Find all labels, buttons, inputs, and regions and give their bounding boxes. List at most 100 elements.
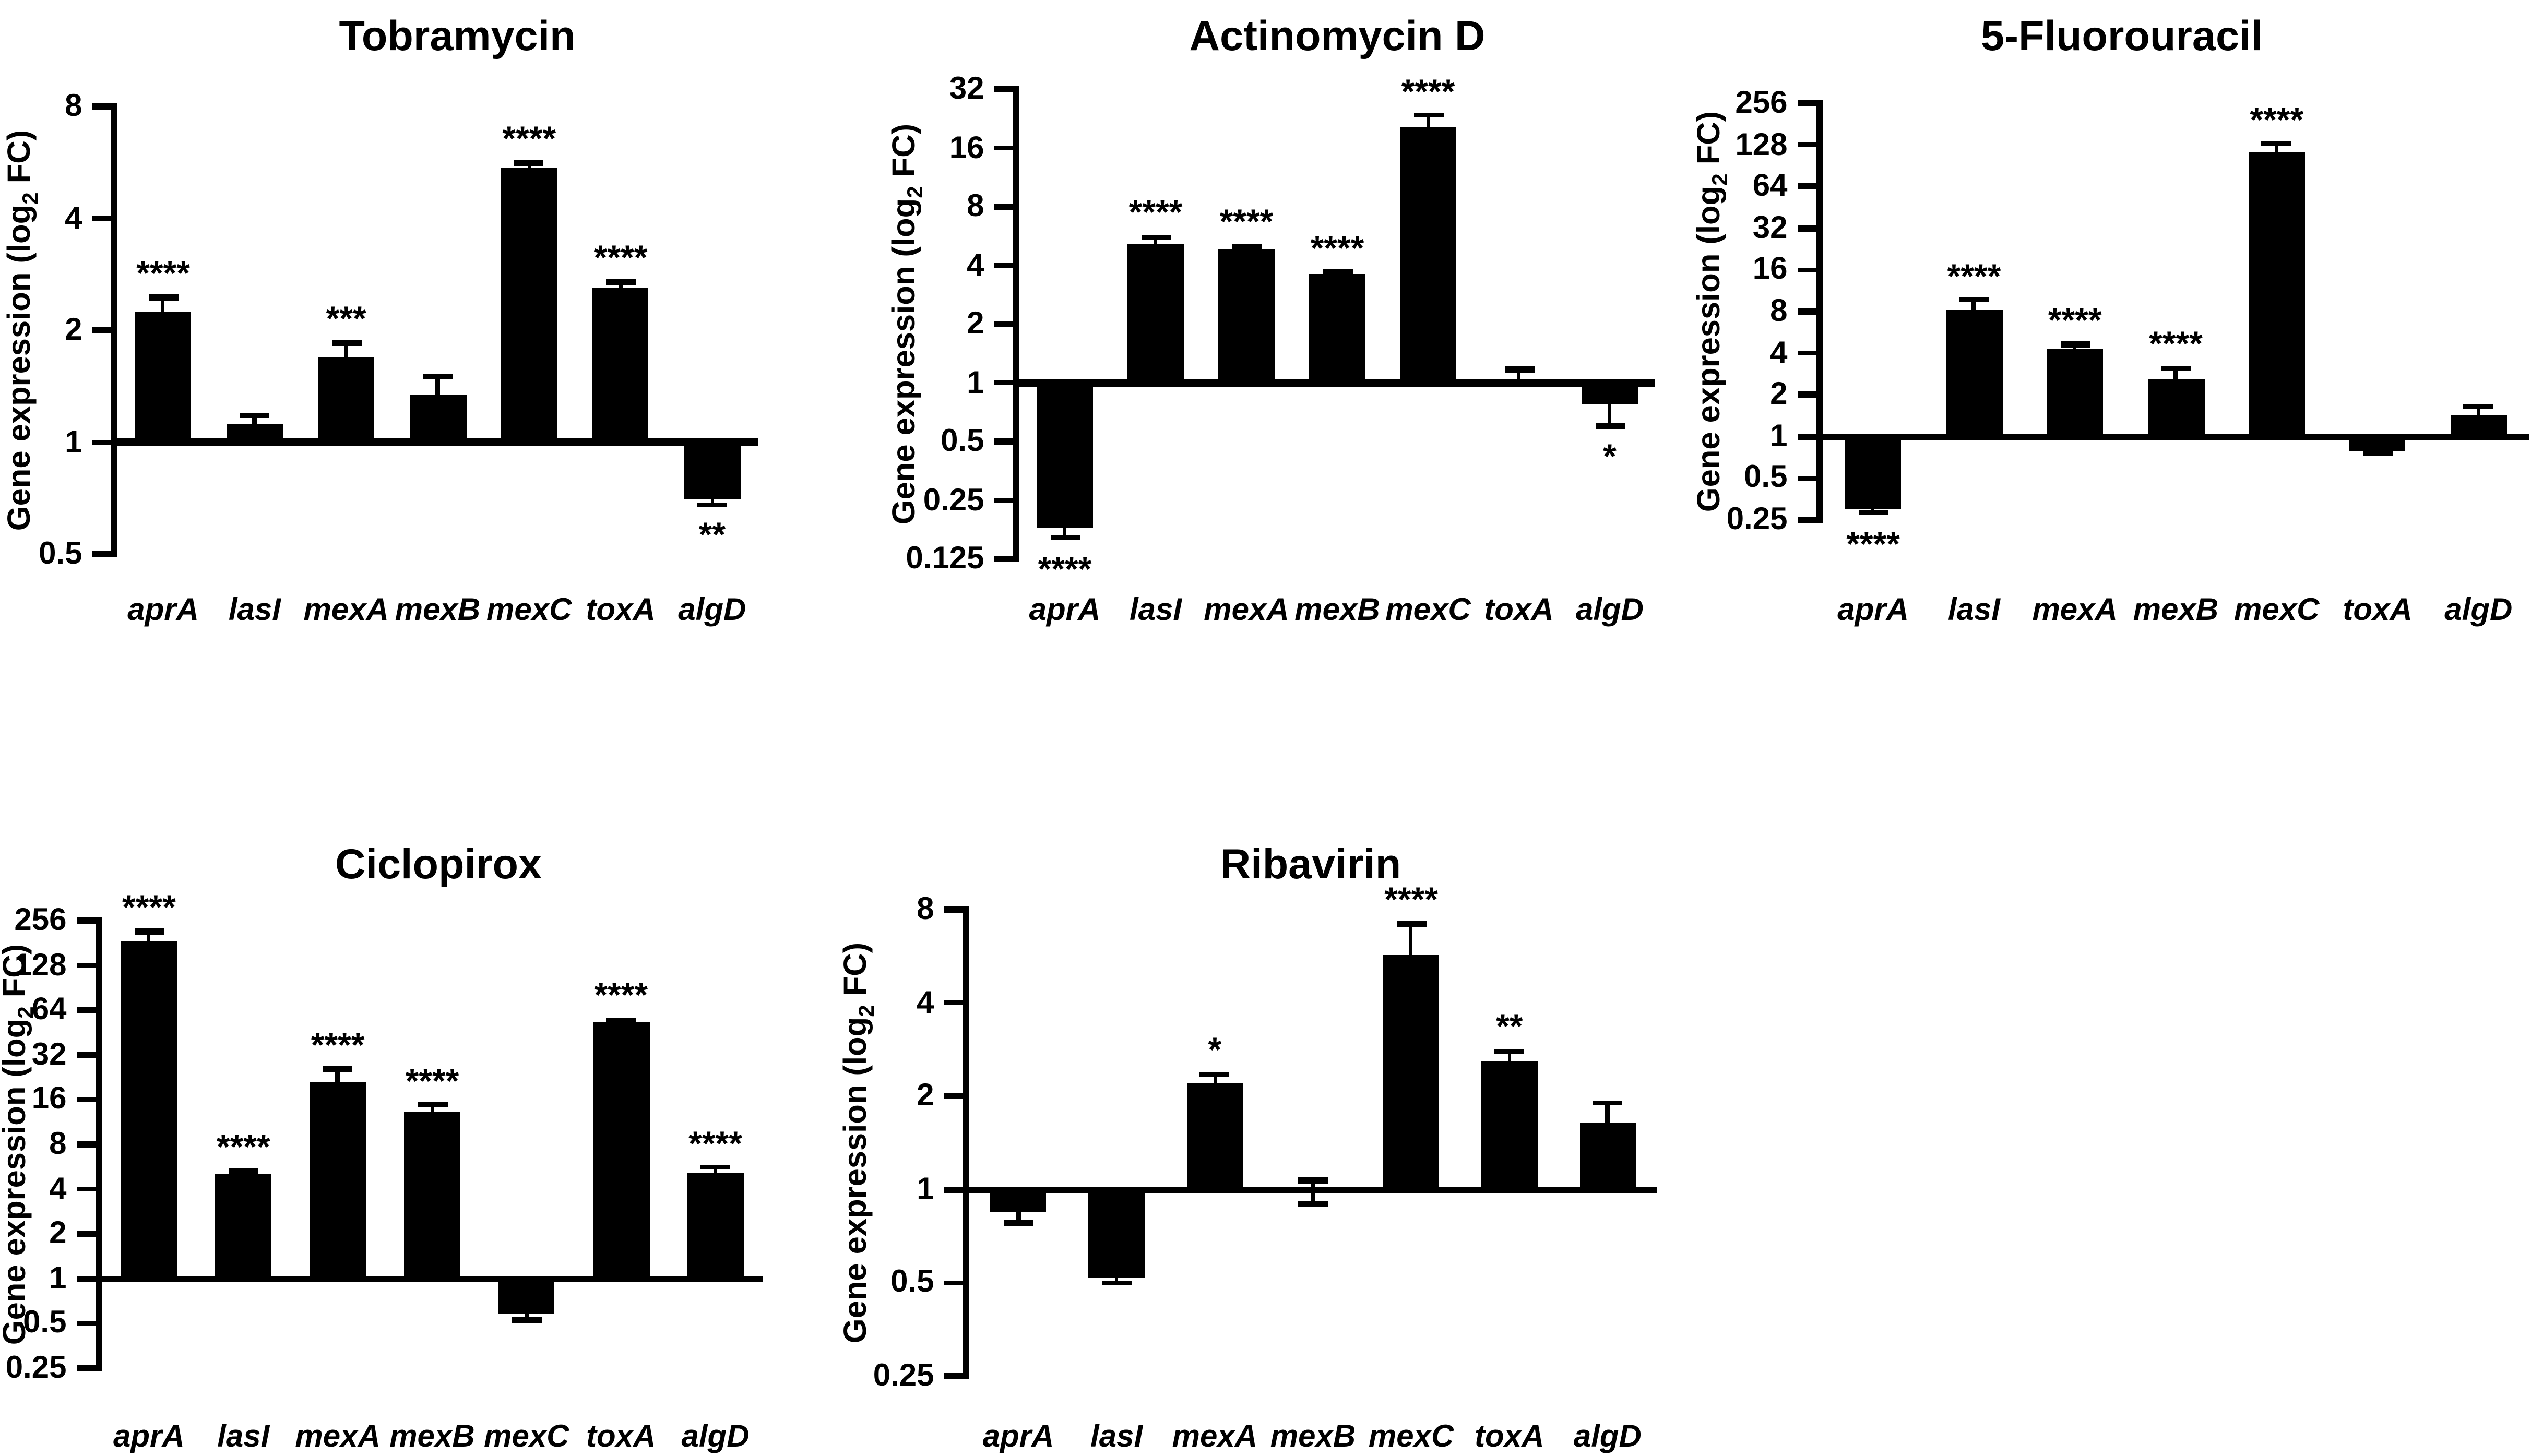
- y-tick: [993, 380, 1013, 386]
- y-axis-label: Gene expression (log2 FC): [0, 80, 42, 581]
- error-bar-stem: [1063, 524, 1067, 538]
- error-bar-cap: [148, 294, 179, 301]
- x-category-label: aprA: [1029, 593, 1101, 628]
- x-category-label: algD: [681, 1420, 750, 1454]
- y-tick-label: 8: [917, 892, 934, 927]
- significance-stars: ***: [326, 299, 366, 339]
- bar-algD: [1582, 383, 1638, 404]
- y-tick: [76, 1365, 95, 1371]
- y-tick-label: 0.5: [23, 1306, 67, 1341]
- y-tick: [943, 1093, 963, 1099]
- x-category-label: mexB: [395, 593, 481, 628]
- error-bar-cap: [1003, 1220, 1033, 1226]
- x-category-label: aprA: [1837, 593, 1909, 628]
- y-tick-label: 0.25: [923, 483, 984, 518]
- bar-lasI: [1088, 1189, 1145, 1278]
- significance-stars: ****: [2048, 301, 2102, 340]
- error-bar-stem: [430, 1104, 434, 1115]
- chart-title: 5-Fluorouracil: [1980, 13, 2263, 59]
- significance-stars: ****: [136, 254, 190, 293]
- x-baseline: [1815, 433, 2529, 440]
- chart-title: Actinomycin D: [1189, 13, 1486, 59]
- bar-mexC: [1400, 127, 1456, 383]
- y-axis-label-text: Gene expression (log: [838, 1017, 874, 1344]
- x-category-label: mexC: [2234, 593, 2320, 628]
- x-baseline: [94, 1275, 763, 1283]
- y-tick-label: 1: [65, 425, 82, 460]
- error-bar-stem: [713, 1167, 718, 1176]
- y-axis-label-subscript: 2: [902, 186, 927, 198]
- chart-title: Ribavirin: [1220, 841, 1401, 888]
- error-bar-stem: [619, 1020, 623, 1025]
- bar-mexC: [498, 1279, 555, 1314]
- y-axis-line: [962, 906, 969, 1379]
- bar-algD: [2450, 415, 2507, 437]
- y-tick: [76, 1096, 95, 1103]
- error-bar-stem: [1871, 506, 1875, 513]
- error-bar-cap: [700, 1164, 731, 1171]
- y-axis-label-subscript: 2: [1707, 173, 1732, 186]
- error-bar-cap: [1140, 234, 1171, 240]
- significance-stars: ****: [311, 1025, 365, 1065]
- y-axis-label-text: FC): [2, 129, 38, 193]
- y-axis-label-text: FC): [1691, 111, 1727, 174]
- error-bar-cap: [514, 160, 544, 165]
- y-tick: [1797, 225, 1816, 231]
- significance-stars: ****: [1219, 202, 1274, 242]
- y-axis-label-text: FC): [838, 942, 874, 1005]
- bar-toxA: [2349, 436, 2406, 451]
- y-tick: [76, 962, 95, 969]
- significance-stars: ****: [594, 976, 648, 1016]
- error-bar-stem: [1608, 400, 1612, 426]
- x-category-label: toxA: [1475, 1420, 1544, 1454]
- y-tick-label: 4: [49, 1172, 67, 1207]
- y-tick-label: 4: [917, 985, 934, 1020]
- x-category-label: mexC: [484, 1420, 569, 1454]
- y-tick-label: 0.25: [873, 1359, 934, 1393]
- y-tick-label: 32: [949, 72, 984, 106]
- bar-algD: [687, 1172, 744, 1279]
- y-tick: [91, 103, 111, 110]
- y-tick: [1797, 392, 1816, 398]
- y-tick-label: 0.5: [1744, 461, 1788, 496]
- x-category-label: algD: [2444, 593, 2513, 628]
- y-tick-label: 8: [65, 89, 82, 124]
- bar-aprA: [990, 1189, 1047, 1212]
- error-bar-cap: [1858, 510, 1888, 516]
- bar-mexA: [2047, 349, 2104, 437]
- y-tick: [943, 1280, 963, 1286]
- bar-mexC: [2248, 151, 2305, 437]
- error-bar-cap: [1231, 244, 1262, 249]
- y-tick: [76, 917, 95, 924]
- x-category-label: mexC: [486, 593, 572, 628]
- y-tick-label: 1: [917, 1172, 934, 1207]
- error-bar-stem: [1311, 1190, 1315, 1204]
- error-bar-cap: [697, 502, 727, 508]
- error-bar-cap: [1413, 112, 1443, 118]
- error-bar-cap: [323, 1067, 353, 1072]
- x-category-label: aprA: [113, 1420, 185, 1454]
- y-tick: [1797, 517, 1816, 523]
- y-tick: [1797, 100, 1816, 106]
- bar-aprA: [135, 311, 192, 443]
- error-bar-stem: [344, 343, 348, 360]
- y-axis-line: [1815, 100, 1823, 523]
- error-bar-cap: [1959, 297, 1989, 303]
- error-bar-cap: [240, 413, 270, 419]
- y-tick-label: 16: [949, 130, 984, 165]
- x-category-label: aprA: [982, 1420, 1054, 1454]
- x-category-label: lasI: [1090, 1420, 1143, 1454]
- x-category-label: toxA: [1484, 593, 1554, 628]
- y-tick: [993, 497, 1013, 503]
- y-axis-label-text: Gene expression (log: [0, 1018, 33, 1345]
- x-category-label: mexA: [303, 593, 389, 628]
- error-bar-stem: [1335, 272, 1339, 278]
- error-bar-stem: [336, 1069, 340, 1085]
- y-tick: [76, 1320, 95, 1327]
- error-bar-cap: [1298, 1177, 1328, 1184]
- error-bar-cap: [1050, 535, 1080, 541]
- x-category-label: lasI: [1129, 593, 1182, 628]
- y-tick: [76, 1231, 95, 1237]
- bar-lasI: [226, 424, 283, 443]
- error-bar-cap: [417, 1102, 447, 1108]
